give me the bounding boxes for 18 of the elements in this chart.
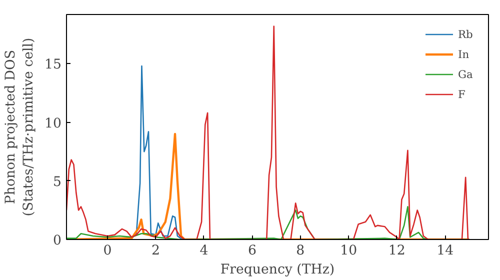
y-axis-title: Phonon projected DOS (States/THz·primitive cell) (4, 38, 37, 216)
x-tick-label: 14 (436, 244, 454, 258)
legend-label: Ga (458, 68, 474, 80)
x-tick-label: 12 (388, 244, 406, 258)
y-tick-label: 10 (44, 116, 62, 132)
x-tick-label: 2 (151, 244, 160, 258)
x-tick-label: 10 (340, 244, 358, 258)
y-tick-label: 0 (53, 234, 62, 248)
legend-label: Rb (458, 28, 474, 40)
y-tick-label: 15 (44, 58, 62, 73)
y-tick-label: 5 (53, 174, 62, 190)
x-tick-label: 8 (296, 244, 305, 258)
x-tick-label: 4 (200, 244, 208, 258)
x-axis-title: Frequency (THz) (220, 262, 335, 278)
legend-label: F (458, 88, 466, 100)
x-tick-label: 0 (103, 244, 112, 258)
x-tick-label: 6 (248, 244, 256, 258)
legend-label: In (458, 48, 470, 60)
